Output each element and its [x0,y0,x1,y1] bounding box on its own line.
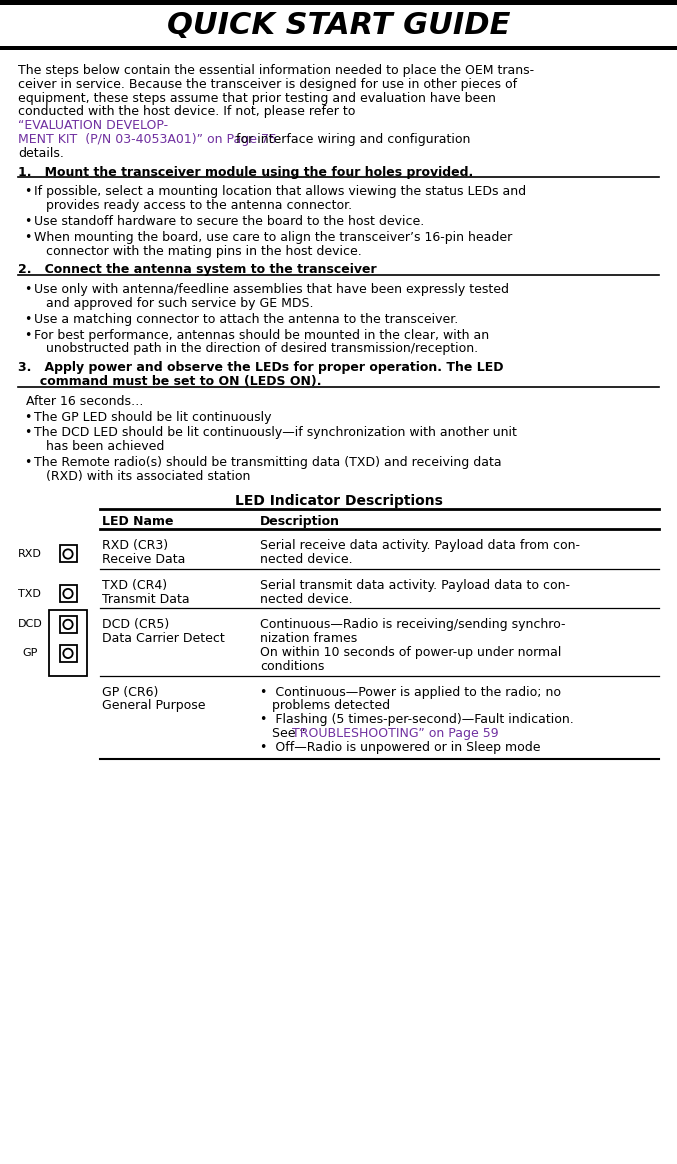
Text: nization frames: nization frames [260,632,357,645]
Text: After 16 seconds…: After 16 seconds… [26,395,144,407]
Text: The Remote radio(s) should be transmitting data (TXD) and receiving data: The Remote radio(s) should be transmitti… [34,456,502,469]
Text: and approved for such service by GE MDS.: and approved for such service by GE MDS. [46,297,313,310]
Text: •: • [24,426,31,439]
Text: has been achieved: has been achieved [46,440,165,453]
Text: LED Indicator Descriptions: LED Indicator Descriptions [234,494,443,508]
Text: •: • [24,185,31,198]
Text: See “: See “ [260,728,306,740]
Text: problems detected: problems detected [260,700,390,712]
Text: If possible, select a mounting location that allows viewing the status LEDs and: If possible, select a mounting location … [34,185,526,198]
Text: for interface wiring and configuration: for interface wiring and configuration [232,133,471,146]
Text: nected device.: nected device. [260,553,353,566]
Text: GP (CR6): GP (CR6) [102,686,158,698]
Text: 1.   Mount the transceiver module using the four holes provided.: 1. Mount the transceiver module using th… [18,165,473,178]
Text: equipment, these steps assume that prior testing and evaluation have been: equipment, these steps assume that prior… [18,92,496,105]
Text: QUICK START GUIDE: QUICK START GUIDE [167,10,510,40]
Text: •: • [24,283,31,296]
Bar [49,610,87,675]
Circle shape [64,589,72,598]
Text: •: • [24,313,31,326]
Text: connector with the mating pins in the host device.: connector with the mating pins in the ho… [46,244,362,257]
Text: General Purpose: General Purpose [102,700,206,712]
Text: nected device.: nected device. [260,592,353,605]
Text: Receive Data: Receive Data [102,553,185,566]
Text: On within 10 seconds of power-up under normal: On within 10 seconds of power-up under n… [260,646,561,659]
Text: Transmit Data: Transmit Data [102,592,190,605]
Text: conditions: conditions [260,660,324,673]
Text: MENT KIT  (P/N 03-4053A01)” on Page 75: MENT KIT (P/N 03-4053A01)” on Page 75 [18,133,277,146]
Text: DCD (CR5): DCD (CR5) [102,618,169,631]
Circle shape [64,648,72,658]
Text: RXD (CR3): RXD (CR3) [102,539,168,552]
Text: LED Name: LED Name [102,516,173,528]
Circle shape [64,549,72,559]
Text: Description: Description [260,516,340,528]
Text: •: • [24,411,31,424]
Text: •: • [24,230,31,243]
Bar [60,616,77,633]
Text: RXD: RXD [18,549,42,559]
Bar [60,546,77,562]
Text: provides ready access to the antenna connector.: provides ready access to the antenna con… [46,199,352,212]
Text: The DCD LED should be lit continuously—if synchronization with another unit: The DCD LED should be lit continuously—i… [34,426,517,439]
Text: Data Carrier Detect: Data Carrier Detect [102,632,225,645]
Text: 2.   Connect the antenna system to the transceiver: 2. Connect the antenna system to the tra… [18,263,376,276]
Text: TROUBLESHOOTING” on Page 59: TROUBLESHOOTING” on Page 59 [292,728,499,740]
Text: command must be set to ON (LEDS ON).: command must be set to ON (LEDS ON). [18,375,322,388]
Text: details.: details. [18,147,64,159]
Text: •  Flashing (5 times-per-second)—Fault indication.: • Flashing (5 times-per-second)—Fault in… [260,714,573,726]
Bar [0,5,677,47]
Text: •  Off—Radio is unpowered or in Sleep mode: • Off—Radio is unpowered or in Sleep mod… [260,740,540,754]
Text: The steps below contain the essential information needed to place the OEM trans-: The steps below contain the essential in… [18,64,534,77]
Text: unobstructed path in the direction of desired transmission/reception.: unobstructed path in the direction of de… [46,342,478,355]
Text: Use a matching connector to attach the antenna to the transceiver.: Use a matching connector to attach the a… [34,313,458,326]
Text: TXD (CR4): TXD (CR4) [102,579,167,591]
Text: Use standoff hardware to secure the board to the host device.: Use standoff hardware to secure the boar… [34,215,424,228]
Text: ceiver in service. Because the transceiver is designed for use in other pieces o: ceiver in service. Because the transceiv… [18,78,517,91]
Text: Serial transmit data activity. Payload data to con-: Serial transmit data activity. Payload d… [260,579,570,591]
Text: DCD: DCD [18,619,43,630]
Text: GP: GP [22,648,37,659]
Bar [0,0,677,5]
Text: TXD: TXD [18,589,41,598]
Bar [60,585,77,602]
Bar [60,645,77,662]
Text: •: • [24,215,31,228]
Text: When mounting the board, use care to align the transceiver’s 16-pin header: When mounting the board, use care to ali… [34,230,512,243]
Text: (RXD) with its associated station: (RXD) with its associated station [46,470,250,483]
Text: conducted with the host device. If not, please refer to: conducted with the host device. If not, … [18,106,355,119]
Text: For best performance, antennas should be mounted in the clear, with an: For best performance, antennas should be… [34,328,489,341]
Circle shape [64,619,72,629]
Text: •: • [24,328,31,341]
Text: “EVALUATION DEVELOP-: “EVALUATION DEVELOP- [18,119,168,133]
Text: 3.   Apply power and observe the LEDs for proper operation. The LED: 3. Apply power and observe the LEDs for … [18,361,504,374]
Text: •: • [24,456,31,469]
Text: Serial receive data activity. Payload data from con-: Serial receive data activity. Payload da… [260,539,580,552]
Text: Continuous—Radio is receiving/sending synchro-: Continuous—Radio is receiving/sending sy… [260,618,565,631]
Text: The GP LED should be lit continuously: The GP LED should be lit continuously [34,411,271,424]
Text: •  Continuous—Power is applied to the radio; no: • Continuous—Power is applied to the rad… [260,686,561,698]
Text: Use only with antenna/feedline assemblies that have been expressly tested: Use only with antenna/feedline assemblie… [34,283,509,296]
Bar [0,47,677,50]
